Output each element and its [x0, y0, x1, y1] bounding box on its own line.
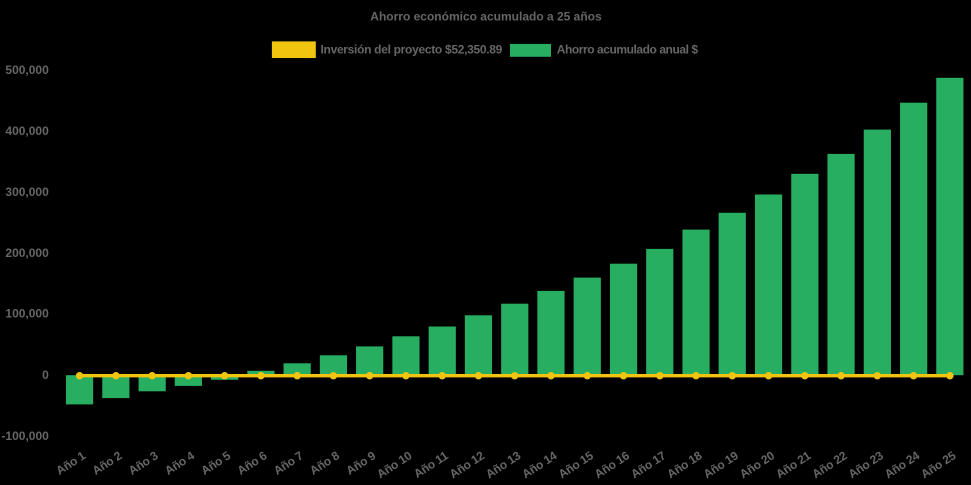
svg-text:500,000: 500,000	[5, 63, 49, 77]
svg-text:300,000: 300,000	[5, 185, 49, 199]
svg-text:100,000: 100,000	[5, 306, 49, 320]
svg-text:Inversión del proyecto $52,350: Inversión del proyecto $52,350.89	[321, 43, 503, 57]
svg-text:Ahorro acumulado anual $: Ahorro acumulado anual $	[557, 43, 699, 57]
svg-text:0: 0	[42, 368, 49, 382]
svg-text:200,000: 200,000	[5, 246, 49, 260]
svg-text:Ahorro económico acumulado a 2: Ahorro económico acumulado a 25 años	[370, 10, 602, 24]
svg-text:-100,000: -100,000	[1, 429, 49, 443]
svg-text:400,000: 400,000	[5, 124, 49, 138]
